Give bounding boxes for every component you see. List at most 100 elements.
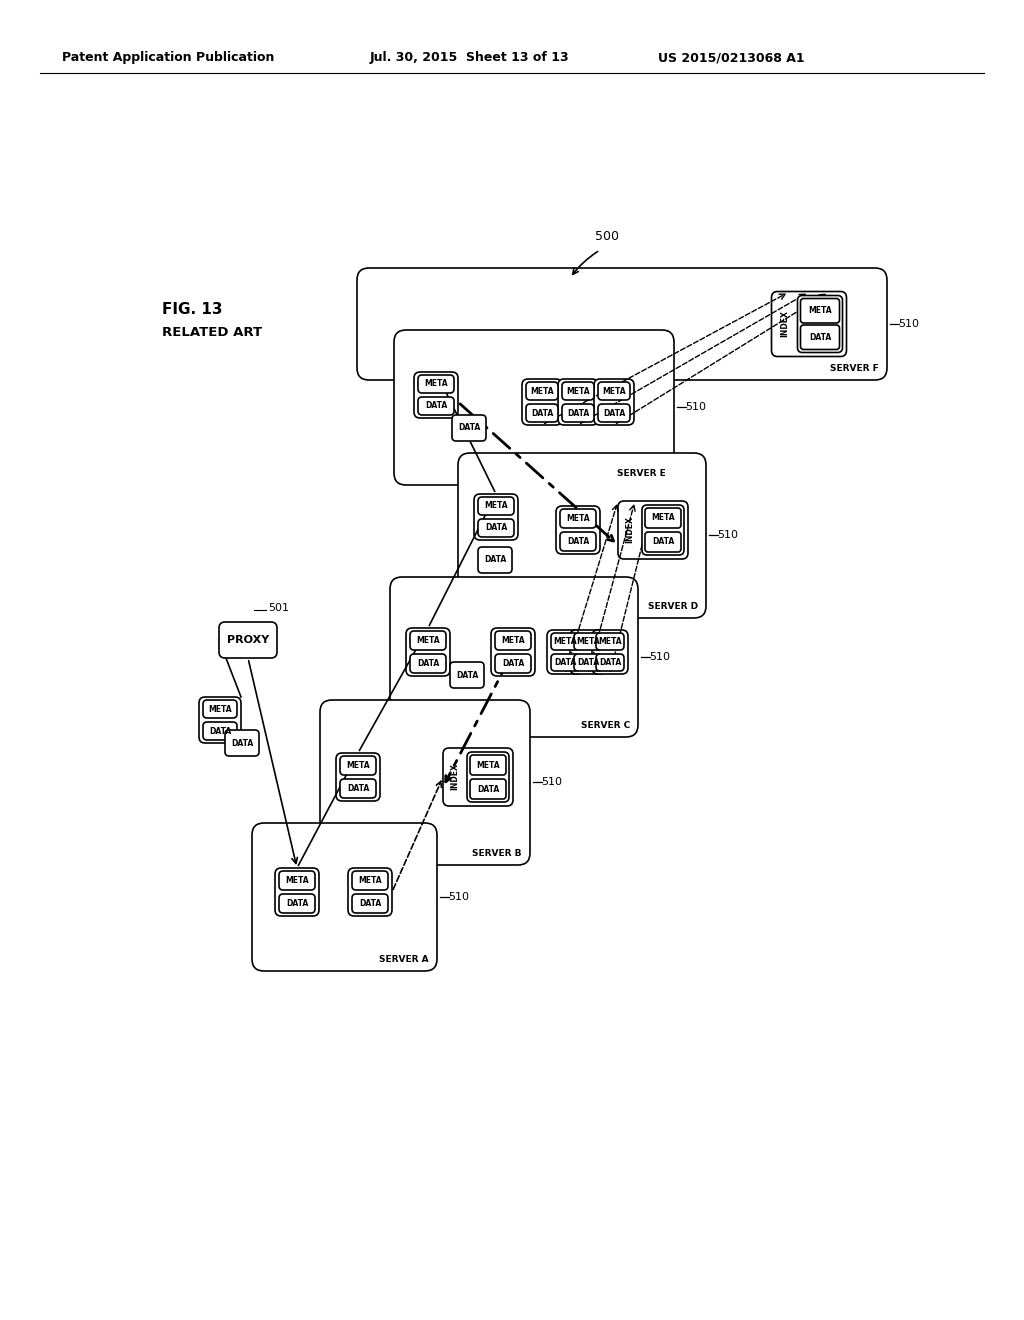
FancyBboxPatch shape [560,532,596,550]
Text: DATA: DATA [209,726,231,735]
FancyBboxPatch shape [203,700,237,718]
Text: META: META [577,638,600,645]
FancyBboxPatch shape [642,506,684,554]
FancyBboxPatch shape [556,506,600,554]
Text: 510: 510 [718,531,738,540]
FancyBboxPatch shape [340,756,376,775]
FancyBboxPatch shape [771,292,847,356]
Text: META: META [484,502,508,511]
Text: DATA: DATA [347,784,369,793]
Text: DATA: DATA [652,537,674,546]
Text: 500: 500 [595,231,618,243]
FancyBboxPatch shape [252,822,437,972]
FancyBboxPatch shape [562,381,594,400]
Text: DATA: DATA [358,899,381,908]
FancyBboxPatch shape [478,498,514,515]
Text: DATA: DATA [599,657,622,667]
FancyBboxPatch shape [467,752,509,803]
FancyBboxPatch shape [352,871,388,890]
Text: DATA: DATA [502,659,524,668]
Text: SERVER A: SERVER A [379,954,429,964]
FancyBboxPatch shape [495,653,531,673]
Text: DATA: DATA [484,556,506,565]
Text: INDEX: INDEX [780,310,790,338]
FancyBboxPatch shape [336,752,380,801]
Text: SERVER F: SERVER F [830,364,879,374]
FancyBboxPatch shape [618,502,688,558]
Text: 510: 510 [685,403,707,412]
FancyBboxPatch shape [352,894,388,913]
Text: RELATED ART: RELATED ART [162,326,262,338]
FancyBboxPatch shape [410,653,446,673]
Text: DATA: DATA [456,671,478,680]
Text: META: META [358,876,382,884]
FancyBboxPatch shape [592,630,628,675]
Text: Jul. 30, 2015  Sheet 13 of 13: Jul. 30, 2015 Sheet 13 of 13 [370,51,569,65]
Text: META: META [598,638,622,645]
FancyBboxPatch shape [645,532,681,552]
FancyBboxPatch shape [562,404,594,422]
Text: DATA: DATA [567,537,589,546]
FancyBboxPatch shape [596,653,624,671]
FancyBboxPatch shape [394,330,674,484]
FancyBboxPatch shape [340,779,376,799]
FancyBboxPatch shape [225,730,259,756]
Text: DATA: DATA [530,408,553,417]
FancyBboxPatch shape [443,748,513,807]
FancyBboxPatch shape [574,653,602,671]
Text: META: META [651,513,675,523]
FancyBboxPatch shape [495,631,531,649]
FancyBboxPatch shape [596,634,624,649]
FancyBboxPatch shape [357,268,887,380]
FancyBboxPatch shape [458,453,706,618]
Text: DATA: DATA [485,524,507,532]
Text: DATA: DATA [603,408,625,417]
FancyBboxPatch shape [410,631,446,649]
Text: DATA: DATA [577,657,599,667]
FancyBboxPatch shape [551,634,579,649]
FancyBboxPatch shape [418,397,454,414]
Text: META: META [416,636,440,645]
FancyBboxPatch shape [526,404,558,422]
FancyBboxPatch shape [801,325,840,350]
Text: DATA: DATA [809,333,831,342]
Text: DATA: DATA [286,899,308,908]
Text: DATA: DATA [567,408,589,417]
FancyBboxPatch shape [801,298,840,323]
Text: META: META [553,638,577,645]
FancyBboxPatch shape [560,510,596,528]
FancyBboxPatch shape [203,722,237,741]
Text: META: META [602,387,626,396]
FancyBboxPatch shape [574,634,602,649]
FancyBboxPatch shape [390,577,638,737]
FancyBboxPatch shape [470,755,506,775]
Text: SERVER B: SERVER B [472,849,522,858]
Text: SERVER E: SERVER E [617,469,666,478]
Text: INDEX: INDEX [626,516,635,544]
FancyBboxPatch shape [551,653,579,671]
Text: DATA: DATA [477,784,499,793]
FancyBboxPatch shape [450,663,484,688]
Text: META: META [566,513,590,523]
Text: DATA: DATA [230,738,253,747]
FancyBboxPatch shape [275,869,319,916]
FancyBboxPatch shape [348,869,392,916]
FancyBboxPatch shape [598,381,630,400]
FancyBboxPatch shape [279,871,315,890]
Text: 510: 510 [649,652,671,663]
Text: META: META [346,762,370,770]
FancyBboxPatch shape [478,519,514,537]
Text: DATA: DATA [458,424,480,433]
Text: 510: 510 [898,319,920,329]
FancyBboxPatch shape [645,508,681,528]
FancyBboxPatch shape [547,630,583,675]
Text: META: META [476,760,500,770]
FancyBboxPatch shape [598,404,630,422]
FancyBboxPatch shape [470,779,506,799]
Text: SERVER C: SERVER C [581,721,630,730]
Text: DATA: DATA [554,657,577,667]
Text: META: META [530,387,554,396]
FancyBboxPatch shape [219,622,278,657]
Text: META: META [208,705,231,714]
Text: META: META [424,380,447,388]
